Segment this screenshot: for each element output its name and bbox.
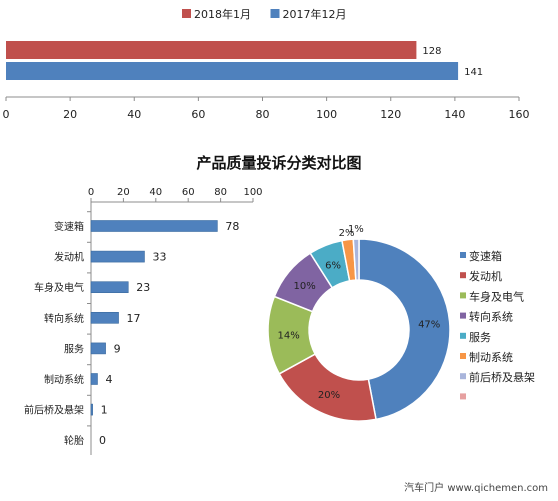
top-x-tick-label-0: 0 xyxy=(3,108,10,121)
legend-label-0: 2018年1月 xyxy=(194,7,251,21)
left-bar-value-6: 1 xyxy=(101,404,108,417)
left-category-label-2: 车身及电气 xyxy=(34,281,84,294)
left-x-tick-label-0: 0 xyxy=(88,187,94,198)
donut-legend-swatch-1 xyxy=(460,272,466,279)
left-bar-value-5: 4 xyxy=(105,373,112,386)
donut-legend-swatch-4 xyxy=(460,332,466,339)
left-bar-value-0: 78 xyxy=(225,220,239,233)
left-category-label-6: 前后桥及悬架 xyxy=(24,404,84,417)
top-x-tick-label-5: 100 xyxy=(316,108,337,121)
donut-legend-label-3: 转向系统 xyxy=(469,310,513,324)
left-bar-value-2: 23 xyxy=(136,281,150,294)
donut-label-3: 10% xyxy=(294,281,316,292)
donut-legend-label-6: 前后桥及悬架 xyxy=(469,370,535,384)
left-x-tick-label-2: 40 xyxy=(149,187,162,198)
left-bar-1 xyxy=(90,250,145,263)
donut-legend-label-4: 服务 xyxy=(469,331,491,344)
bar-top-label-0: 128 xyxy=(422,46,441,57)
top-x-tick-label-4: 80 xyxy=(256,108,270,121)
top-x-tick-label-2: 40 xyxy=(127,108,141,121)
top-x-tick-label-6: 120 xyxy=(380,108,401,121)
left-x-tick-label-3: 60 xyxy=(182,187,195,198)
left-bar-value-1: 33 xyxy=(152,251,166,264)
donut-slice-6 xyxy=(352,238,360,281)
donut-legend-label-5: 制动系统 xyxy=(469,351,513,364)
left-x-tick-label-4: 80 xyxy=(214,187,227,198)
left-x-tick-label-5: 100 xyxy=(243,187,262,198)
donut-legend-swatch-0 xyxy=(460,252,466,258)
donut-label-6: 1% xyxy=(348,224,364,235)
left-category-label-7: 轮胎 xyxy=(64,434,84,447)
left-bar-value-3: 17 xyxy=(127,312,141,325)
legend-swatch-1 xyxy=(270,9,280,18)
donut-legend-label-1: 发动机 xyxy=(469,269,502,283)
donut-legend-swatch-5 xyxy=(460,353,466,359)
left-bar-2 xyxy=(90,281,129,294)
left-x-tick-label-1: 20 xyxy=(117,187,130,198)
left-bar-6 xyxy=(90,403,93,416)
top-x-tick-label-8: 160 xyxy=(509,108,530,121)
donut-label-1: 20% xyxy=(318,390,340,401)
bar-top-1 xyxy=(6,62,459,80)
left-bar-value-7: 0 xyxy=(99,434,106,447)
left-bar-0 xyxy=(90,220,218,232)
donut-legend-swatch-2 xyxy=(460,292,466,299)
top-x-tick-label-3: 60 xyxy=(191,108,205,121)
left-category-label-5: 制动系统 xyxy=(44,373,84,386)
left-bar-4 xyxy=(90,342,106,355)
donut-legend-swatch-3 xyxy=(460,312,466,319)
left-category-label-3: 转向系统 xyxy=(44,312,84,325)
top-x-tick-label-1: 20 xyxy=(63,108,77,121)
donut-legend-label-2: 车身及电气 xyxy=(469,289,524,303)
legend-label-1: 2017年12月 xyxy=(283,7,347,21)
donut-slice-0 xyxy=(358,238,451,421)
left-bar-3 xyxy=(90,311,119,324)
top-x-tick-label-7: 140 xyxy=(444,108,465,121)
chart-title: 产品质量投诉分类对比图 xyxy=(196,154,361,172)
left-category-label-0: 变速箱 xyxy=(54,220,84,233)
bar-top-0 xyxy=(6,41,417,59)
donut-label-4: 6% xyxy=(325,260,341,271)
legend-swatch-0 xyxy=(182,9,191,18)
watermark-text: 汽车门户 www.qichemen.com xyxy=(404,481,548,494)
left-category-label-4: 服务 xyxy=(64,342,84,355)
donut-label-2: 14% xyxy=(278,330,300,341)
donut-legend-swatch-6 xyxy=(460,373,466,380)
left-bar-value-4: 9 xyxy=(114,342,121,355)
left-category-label-1: 发动机 xyxy=(54,251,84,264)
bar-top-label-1: 141 xyxy=(464,67,483,78)
left-bar-5 xyxy=(90,373,98,385)
donut-legend-swatch-extra xyxy=(460,393,466,400)
donut-label-0: 47% xyxy=(418,319,440,330)
donut-label-5: 2% xyxy=(339,228,355,239)
donut-legend-label-0: 变速箱 xyxy=(469,249,502,263)
